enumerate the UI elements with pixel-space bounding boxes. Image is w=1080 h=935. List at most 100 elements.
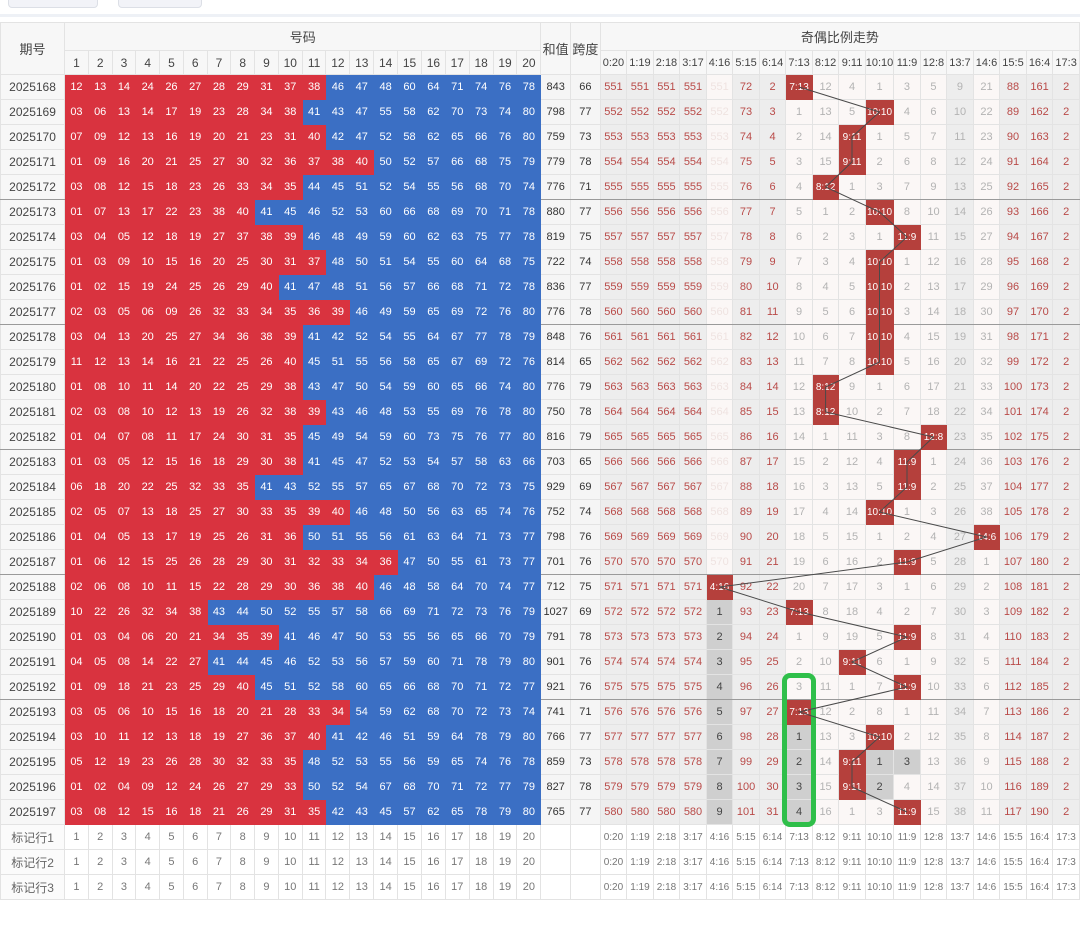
trend-miss-cell[interactable]: 73 bbox=[732, 99, 760, 125]
ball-cell[interactable]: 41 bbox=[325, 724, 351, 750]
trend-miss-cell[interactable]: 13 bbox=[946, 174, 974, 200]
trend-miss-cell[interactable]: 6 bbox=[919, 99, 948, 125]
trend-miss-cell[interactable]: 1 bbox=[785, 99, 813, 125]
trend-miss-cell[interactable]: 554 bbox=[626, 149, 654, 175]
ball-cell[interactable]: 46 bbox=[301, 624, 327, 650]
trend-miss-cell[interactable]: 88 bbox=[732, 474, 760, 500]
ball-cell[interactable]: 42 bbox=[325, 124, 351, 150]
ball-cell[interactable]: 60 bbox=[349, 674, 375, 700]
trend-miss-cell[interactable]: 555 bbox=[705, 174, 734, 200]
ball-cell[interactable]: 64 bbox=[444, 524, 470, 550]
mark-trend-cell[interactable]: 11:9 bbox=[893, 874, 921, 900]
ball-cell[interactable]: 78 bbox=[468, 799, 494, 825]
trend-miss-cell[interactable]: 1 bbox=[864, 524, 895, 550]
ball-cell[interactable]: 38 bbox=[277, 99, 303, 125]
trend-miss-cell[interactable]: 3 bbox=[838, 724, 866, 750]
trend-miss-cell[interactable]: 569 bbox=[679, 524, 707, 550]
ball-cell[interactable]: 59 bbox=[373, 424, 399, 450]
ball-cell[interactable]: 29 bbox=[230, 549, 256, 575]
trend-miss-cell[interactable]: 78 bbox=[732, 224, 760, 250]
trend-miss-cell[interactable]: 580 bbox=[599, 799, 628, 825]
trend-miss-cell[interactable]: 4 bbox=[919, 524, 948, 550]
ball-cell[interactable]: 71 bbox=[444, 74, 470, 100]
ball-cell[interactable]: 68 bbox=[444, 274, 470, 300]
ball-cell[interactable]: 13 bbox=[159, 724, 184, 750]
trend-miss-cell[interactable]: 99 bbox=[999, 349, 1027, 375]
ball-cell[interactable]: 01 bbox=[64, 199, 89, 225]
ball-cell[interactable]: 25 bbox=[182, 149, 208, 175]
trend-miss-cell[interactable]: 20 bbox=[946, 349, 974, 375]
trend-hit-cell[interactable]: 7:13 bbox=[785, 599, 813, 625]
ball-cell[interactable]: 32 bbox=[254, 149, 279, 175]
trend-miss-cell[interactable]: 6 bbox=[893, 374, 921, 400]
mark-number-cell[interactable]: 13 bbox=[349, 849, 375, 875]
ball-cell[interactable]: 10 bbox=[135, 399, 161, 425]
ball-cell[interactable]: 65 bbox=[444, 374, 470, 400]
ball-cell[interactable]: 77 bbox=[516, 674, 542, 700]
ball-cell[interactable]: 64 bbox=[420, 74, 446, 100]
trend-miss-cell[interactable]: 573 bbox=[652, 624, 681, 650]
trend-miss-cell[interactable]: 3 bbox=[705, 649, 734, 675]
trend-miss-cell[interactable]: 2 bbox=[1052, 224, 1080, 250]
trend-miss-cell[interactable]: 22 bbox=[972, 99, 1001, 125]
trend-hit-cell[interactable]: 7:13 bbox=[785, 74, 813, 100]
trend-miss-cell[interactable]: 7 bbox=[811, 349, 840, 375]
trend-miss-cell[interactable]: 554 bbox=[652, 149, 681, 175]
ball-cell[interactable]: 50 bbox=[301, 774, 327, 800]
mark-number-cell[interactable]: 10 bbox=[277, 874, 303, 900]
ball-cell[interactable]: 79 bbox=[492, 799, 518, 825]
ball-cell[interactable]: 60 bbox=[397, 224, 422, 250]
ball-cell[interactable]: 09 bbox=[87, 149, 113, 175]
trend-miss-cell[interactable]: 98 bbox=[999, 324, 1027, 350]
ball-cell[interactable]: 48 bbox=[373, 499, 399, 525]
mark-trend-cell[interactable]: 12:8 bbox=[919, 824, 948, 850]
ball-cell[interactable]: 78 bbox=[468, 649, 494, 675]
trend-miss-cell[interactable]: 34 bbox=[946, 699, 974, 725]
ball-cell[interactable]: 35 bbox=[277, 499, 303, 525]
trend-miss-cell[interactable]: 5 bbox=[919, 549, 948, 575]
mark-number-cell[interactable]: 10 bbox=[277, 849, 303, 875]
ball-cell[interactable]: 20 bbox=[111, 474, 137, 500]
ball-cell[interactable]: 52 bbox=[349, 324, 375, 350]
ball-cell[interactable]: 65 bbox=[468, 499, 494, 525]
ball-cell[interactable]: 66 bbox=[397, 199, 422, 225]
trend-miss-cell[interactable]: 556 bbox=[652, 199, 681, 225]
ball-cell[interactable]: 70 bbox=[420, 774, 446, 800]
trend-miss-cell[interactable]: 554 bbox=[705, 149, 734, 175]
ball-cell[interactable]: 71 bbox=[468, 674, 494, 700]
ball-cell[interactable]: 33 bbox=[230, 174, 256, 200]
trend-miss-cell[interactable]: 1 bbox=[893, 649, 921, 675]
ball-cell[interactable]: 05 bbox=[111, 449, 137, 475]
trend-miss-cell[interactable]: 21 bbox=[972, 74, 1001, 100]
trend-miss-cell[interactable]: 4 bbox=[785, 174, 813, 200]
trend-miss-cell[interactable]: 8 bbox=[864, 699, 895, 725]
ball-cell[interactable]: 71 bbox=[444, 649, 470, 675]
mark-number-cell[interactable]: 17 bbox=[444, 874, 470, 900]
ball-cell[interactable]: 02 bbox=[87, 274, 113, 300]
trend-miss-cell[interactable]: 18 bbox=[758, 474, 787, 500]
trend-miss-cell[interactable]: 559 bbox=[652, 274, 681, 300]
ball-cell[interactable]: 51 bbox=[325, 349, 351, 375]
ball-cell[interactable]: 12 bbox=[159, 774, 184, 800]
trend-miss-cell[interactable]: 84 bbox=[732, 374, 760, 400]
ball-cell[interactable]: 40 bbox=[254, 274, 279, 300]
ball-cell[interactable]: 47 bbox=[349, 124, 375, 150]
ball-cell[interactable]: 09 bbox=[111, 249, 137, 275]
ball-cell[interactable]: 26 bbox=[159, 74, 184, 100]
row-issue[interactable]: 2025184 bbox=[0, 474, 66, 500]
ball-cell[interactable]: 18 bbox=[159, 174, 184, 200]
ball-cell[interactable]: 74 bbox=[516, 699, 542, 725]
mark-trend-cell[interactable]: 13:7 bbox=[946, 824, 974, 850]
mark-number-cell[interactable]: 20 bbox=[516, 824, 542, 850]
trend-miss-cell[interactable]: 3 bbox=[893, 749, 921, 775]
mark-trend-cell[interactable]: 16:4 bbox=[1025, 849, 1054, 875]
trend-miss-cell[interactable]: 5 bbox=[838, 99, 866, 125]
ball-cell[interactable]: 20 bbox=[206, 249, 232, 275]
ball-cell[interactable]: 05 bbox=[87, 699, 113, 725]
trend-miss-cell[interactable]: 37 bbox=[972, 474, 1001, 500]
trend-miss-cell[interactable]: 16 bbox=[838, 549, 866, 575]
trend-miss-cell[interactable]: 12 bbox=[811, 74, 840, 100]
ball-cell[interactable]: 25 bbox=[159, 474, 184, 500]
trend-miss-cell[interactable]: 559 bbox=[626, 274, 654, 300]
trend-miss-cell[interactable]: 1 bbox=[864, 124, 895, 150]
